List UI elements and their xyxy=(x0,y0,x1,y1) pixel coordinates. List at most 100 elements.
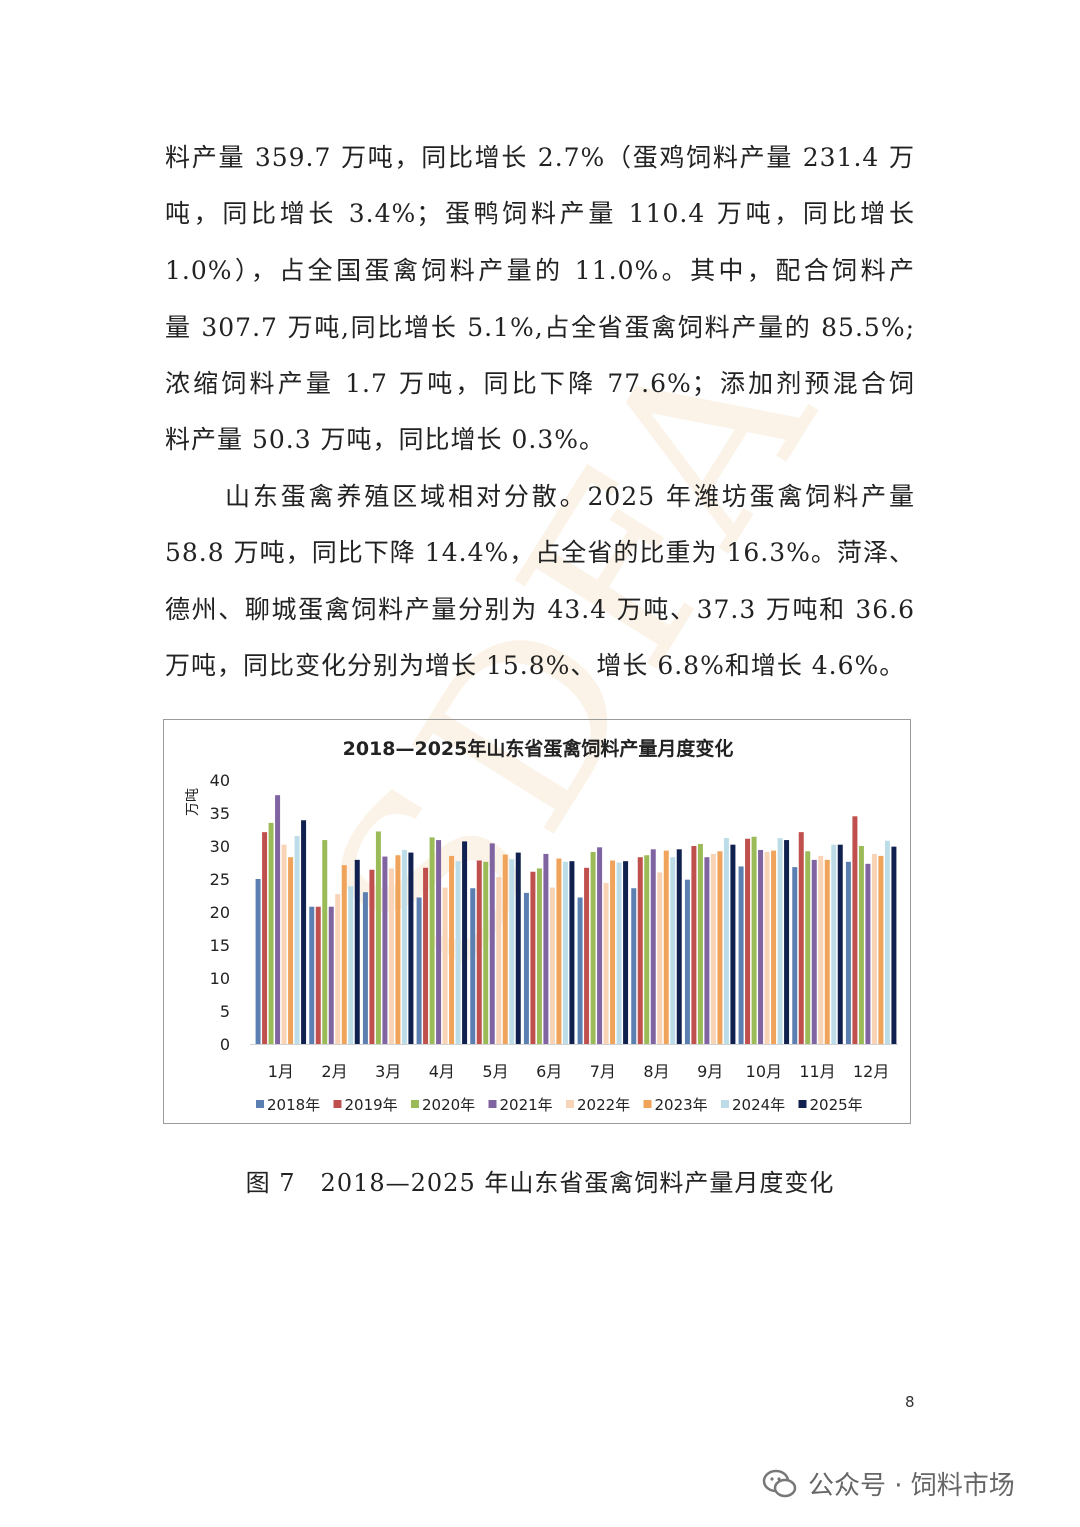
bar-2019年 xyxy=(315,906,321,1044)
bar-2024年 xyxy=(884,840,890,1044)
bar-2018年 xyxy=(470,888,476,1044)
bar-2024年 xyxy=(294,836,300,1044)
bar-2024年 xyxy=(348,886,354,1044)
bar-2018年 xyxy=(684,879,690,1044)
bar-2024年 xyxy=(509,859,515,1044)
bar-2018年 xyxy=(738,866,744,1044)
figure-caption: 图 7 2018—2025 年山东省蛋禽饲料产量月度变化 xyxy=(245,1169,835,1197)
bar-2025年 xyxy=(462,841,468,1044)
x-tick-label: 11月 xyxy=(799,1062,835,1081)
bar-2024年 xyxy=(401,849,407,1044)
bar-2018年 xyxy=(631,888,637,1044)
bar-2021年 xyxy=(436,840,442,1044)
bar-2023年 xyxy=(288,857,294,1044)
legend-label: 2019年 xyxy=(345,1096,398,1114)
legend-label: 2021年 xyxy=(500,1096,553,1114)
y-tick-label: 35 xyxy=(210,804,230,823)
bar-2024年 xyxy=(616,862,622,1044)
wechat-account-text: 公众号 · 饲料市场 xyxy=(808,1471,1015,1501)
bar-2021年 xyxy=(704,857,710,1044)
bar-2019年 xyxy=(530,871,536,1044)
legend-swatch xyxy=(256,1100,264,1108)
bar-2018年 xyxy=(309,906,315,1044)
text-line: 1.0%），占全国蛋禽饲料产量的 11.0%。其中，配合饲料产 xyxy=(165,256,915,285)
bar-2025年 xyxy=(301,820,307,1044)
y-tick-label: 20 xyxy=(210,903,230,922)
x-tick-label: 10月 xyxy=(746,1062,782,1081)
x-tick-label: 1月 xyxy=(268,1062,294,1081)
bar-2022年 xyxy=(281,844,287,1044)
y-axis-label: 万吨 xyxy=(185,788,201,816)
bar-2024年 xyxy=(777,838,783,1044)
text-line: 量 307.7 万吨,同比增长 5.1%,占全省蛋禽饲料产量的 85.5%; xyxy=(165,313,915,342)
legend-swatch xyxy=(566,1100,574,1108)
bar-2020年 xyxy=(590,851,596,1044)
bar-2021年 xyxy=(597,847,603,1044)
bar-2019年 xyxy=(584,867,590,1044)
bar-2021年 xyxy=(275,795,281,1044)
bar-2019年 xyxy=(798,832,804,1044)
wechat-watermark: 公众号 · 饲料市场 xyxy=(762,1465,1015,1502)
bar-2020年 xyxy=(536,868,542,1044)
bar-2020年 xyxy=(268,822,274,1044)
bar-2023年 xyxy=(663,850,669,1044)
bar-2018年 xyxy=(255,879,261,1044)
text-line: 德州、聊城蛋禽饲料产量分别为 43.4 万吨、37.3 万吨和 36.6 xyxy=(165,595,915,624)
bar-2022年 xyxy=(335,894,341,1044)
bar-2021年 xyxy=(382,856,388,1044)
bar-2025年 xyxy=(837,844,843,1044)
bar-2023年 xyxy=(395,855,401,1044)
legend-swatch xyxy=(333,1100,342,1108)
bar-2025年 xyxy=(569,861,575,1044)
bar-2024年 xyxy=(455,861,461,1044)
bar-2021年 xyxy=(758,849,764,1044)
y-tick-label: 40 xyxy=(210,771,230,790)
bar-2019年 xyxy=(852,816,858,1044)
bar-2023年 xyxy=(556,858,562,1044)
wechat-icon xyxy=(762,1469,797,1497)
bar-2022年 xyxy=(818,855,824,1044)
bar-2021年 xyxy=(650,849,656,1044)
bar-2022年 xyxy=(871,853,877,1044)
bar-2021年 xyxy=(543,853,549,1044)
bar-2021年 xyxy=(489,843,495,1044)
bar-2025年 xyxy=(891,846,897,1044)
bar-2022年 xyxy=(496,877,502,1044)
text-line: 山东蛋禽养殖区域相对分散。2025 年潍坊蛋禽饲料产量 xyxy=(225,482,915,511)
bar-2018年 xyxy=(792,867,798,1044)
bar-2018年 xyxy=(416,897,422,1044)
bar-2024年 xyxy=(831,844,837,1044)
bar-2018年 xyxy=(362,892,368,1044)
x-tick-label: 2月 xyxy=(321,1062,347,1081)
bar-2019年 xyxy=(369,869,375,1044)
bar-2023年 xyxy=(610,860,616,1044)
bar-2020年 xyxy=(644,855,650,1044)
text-line: 料产量 359.7 万吨，同比增长 2.7%（蛋鸡饲料产量 231.4 万 xyxy=(165,143,915,172)
bar-2022年 xyxy=(657,872,663,1044)
legend-label: 2024年 xyxy=(732,1096,785,1114)
text-line: 万吨，同比变化分别为增长 15.8%、增长 6.8%和增长 4.6%。 xyxy=(165,651,906,680)
bar-2022年 xyxy=(764,851,770,1044)
bar-2024年 xyxy=(723,838,729,1044)
page-number: 8 xyxy=(905,1393,915,1411)
legend-swatch xyxy=(411,1100,419,1108)
legend-label: 2023年 xyxy=(655,1096,708,1114)
bar-2024年 xyxy=(670,857,676,1044)
bar-2019年 xyxy=(637,857,643,1044)
bar-2020年 xyxy=(858,846,864,1044)
legend-label: 2020年 xyxy=(422,1096,475,1114)
bar-2025年 xyxy=(730,844,736,1044)
x-tick-label: 9月 xyxy=(697,1062,723,1081)
bar-2023年 xyxy=(502,854,508,1044)
bar-2025年 xyxy=(676,849,682,1044)
bar-2022年 xyxy=(603,882,609,1044)
x-tick-label: 12月 xyxy=(853,1062,889,1081)
bar-2023年 xyxy=(771,850,777,1044)
bar-2020年 xyxy=(483,861,489,1044)
bar-2025年 xyxy=(408,852,414,1044)
bar-2022年 xyxy=(549,887,555,1044)
bar-2018年 xyxy=(845,861,851,1044)
bar-2020年 xyxy=(375,831,381,1044)
bar-2023年 xyxy=(717,851,723,1044)
